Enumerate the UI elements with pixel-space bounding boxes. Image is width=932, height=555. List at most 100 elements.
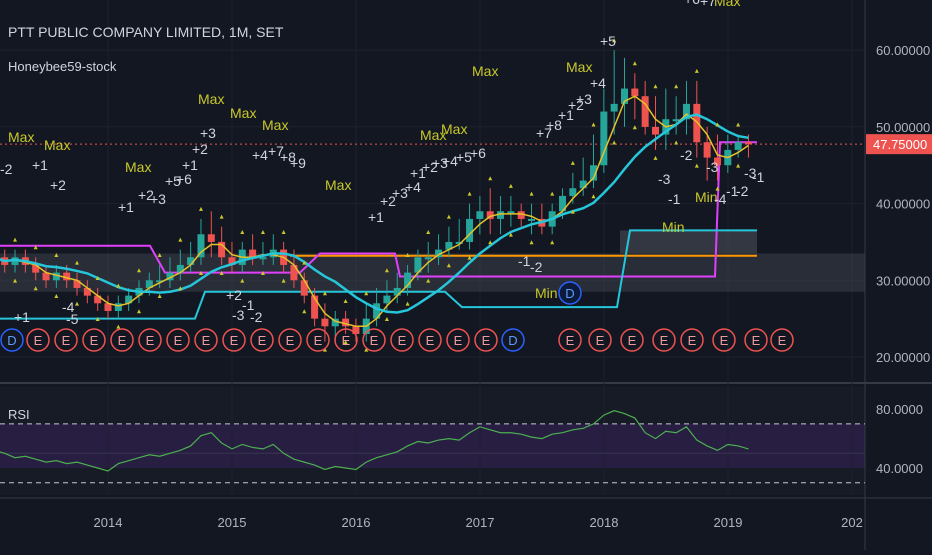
event-marker-label: E: [174, 333, 183, 348]
signal-dot: [116, 324, 121, 329]
earnings-marker[interactable]: [744, 328, 768, 352]
time-tick-label: 2018: [590, 515, 619, 530]
price-tick-label: 20.00000: [876, 350, 930, 365]
signal-dot: [674, 84, 679, 89]
candle-body: [693, 103, 701, 143]
earnings-marker[interactable]: [278, 328, 302, 352]
earnings-marker[interactable]: [620, 328, 644, 352]
candle-body: [579, 180, 587, 189]
magenta-step-line: [0, 141, 757, 278]
signal-dot: [550, 191, 555, 196]
earnings-marker[interactable]: [110, 328, 134, 352]
signal-dot: [570, 209, 575, 214]
signal-dot: [508, 183, 513, 188]
signal-dot: [446, 263, 451, 268]
event-marker-label: E: [314, 333, 323, 348]
candle-body: [455, 241, 463, 244]
earnings-marker[interactable]: [474, 328, 498, 352]
earnings-marker[interactable]: [54, 328, 78, 352]
earnings-marker[interactable]: [712, 328, 736, 352]
event-marker-label: D: [7, 333, 16, 348]
signal-dot: [736, 122, 741, 127]
signal-dot: [322, 291, 327, 296]
count-label: +2: [226, 287, 242, 303]
event-marker-label: D: [508, 333, 517, 348]
earnings-marker[interactable]: [194, 328, 218, 352]
dividend-marker[interactable]: [501, 328, 525, 352]
candle-body: [63, 272, 71, 281]
earnings-marker[interactable]: [166, 328, 190, 352]
earnings-marker[interactable]: [334, 328, 358, 352]
earnings-marker[interactable]: [138, 328, 162, 352]
fast-moving-average: [0, 95, 749, 328]
count-label: +1: [368, 209, 384, 225]
signal-dot: [13, 237, 18, 242]
event-marker-label: E: [146, 333, 155, 348]
count-label: -3: [744, 165, 757, 181]
earnings-marker[interactable]: [222, 328, 246, 352]
event-marker-label: E: [720, 333, 729, 348]
candle-body: [734, 142, 742, 150]
earnings-marker[interactable]: [588, 328, 612, 352]
signal-dot: [302, 309, 307, 314]
count-label: +3: [576, 91, 592, 107]
signal-dot: [364, 347, 369, 352]
signal-dot: [302, 260, 307, 265]
indicator-name: Honeybee59-stock: [8, 59, 117, 74]
price-tick-label: 60.00000: [876, 43, 930, 58]
current-price-label: 47.75000: [873, 137, 927, 152]
count-label: +6: [470, 145, 486, 161]
earnings-marker[interactable]: [362, 328, 386, 352]
candle-body: [600, 111, 608, 166]
candle-body: [703, 142, 711, 158]
signal-dot: [488, 176, 493, 181]
candle-body: [311, 295, 319, 319]
signal-dot: [157, 252, 162, 257]
earnings-marker[interactable]: [652, 328, 676, 352]
candle-body: [331, 318, 339, 327]
signal-dot: [13, 278, 18, 283]
signal-dot: [33, 245, 38, 250]
candle-body: [641, 96, 649, 127]
count-label: +8: [280, 149, 296, 165]
max-label: Max: [714, 0, 740, 9]
count-label: -2: [0, 161, 13, 177]
event-marker-label: E: [90, 333, 99, 348]
rsi-tick-label: 80.0000: [876, 402, 923, 417]
earnings-marker[interactable]: [770, 328, 794, 352]
count-label: +4: [442, 153, 458, 169]
signal-dot: [653, 84, 658, 89]
count-label: +4: [252, 147, 268, 163]
candle-body: [414, 257, 422, 273]
earnings-marker[interactable]: [418, 328, 442, 352]
earnings-marker[interactable]: [82, 328, 106, 352]
candle-body: [156, 280, 164, 283]
earnings-marker[interactable]: [250, 328, 274, 352]
earnings-marker[interactable]: [446, 328, 470, 352]
signal-dot: [54, 293, 59, 298]
dividend-marker[interactable]: [558, 281, 582, 305]
event-marker-label: E: [230, 333, 239, 348]
candle-body: [249, 249, 257, 258]
max-label: Max: [325, 177, 351, 193]
earnings-marker[interactable]: [306, 328, 330, 352]
max-label: Max: [262, 117, 288, 133]
signal-dot: [529, 240, 534, 245]
time-tick-label: 2019: [714, 515, 743, 530]
earnings-marker[interactable]: [558, 328, 582, 352]
count-label: +5: [600, 33, 616, 49]
candle-body: [713, 157, 721, 166]
dividend-marker[interactable]: [0, 328, 24, 352]
candle-body: [486, 211, 494, 219]
signal-dot: [198, 270, 203, 275]
count-label: +5: [165, 173, 181, 189]
earnings-marker[interactable]: [26, 328, 50, 352]
earnings-marker[interactable]: [390, 328, 414, 352]
earnings-marker[interactable]: [680, 328, 704, 352]
candle-body: [166, 272, 174, 281]
count-label: -1: [726, 183, 739, 199]
time-tick-label: 2015: [218, 515, 247, 530]
candle-body: [569, 188, 577, 196]
candle-body: [528, 218, 536, 221]
